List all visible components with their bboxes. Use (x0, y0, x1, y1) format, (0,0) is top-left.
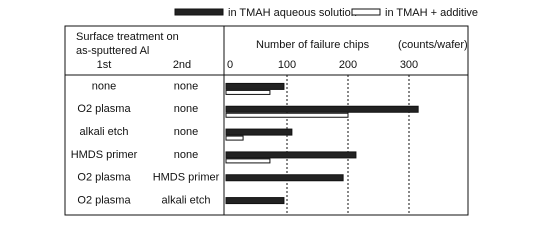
legend-swatch (351, 8, 381, 16)
row-label: none (174, 103, 198, 115)
header-line: as-sputtered Al (76, 45, 149, 57)
header-line: Surface treatment on (76, 31, 179, 43)
bar (225, 158, 271, 164)
bar (225, 174, 344, 182)
legend-label: in TMAH aqueous solution (228, 7, 357, 19)
column-label: 2nd (173, 59, 191, 71)
row-label: none (174, 126, 198, 138)
x-tick-label: 200 (339, 59, 357, 71)
x-tick-label: 0 (227, 59, 233, 71)
row-label: O2 plasma (77, 172, 131, 184)
row-label: O2 plasma (77, 194, 131, 206)
table-frame (64, 25, 469, 216)
row-label: none (174, 149, 198, 161)
bar (225, 82, 285, 90)
bar (225, 197, 285, 205)
row-label: HMDS primer (153, 172, 220, 184)
page: Surface treatment on as-sputtered Al 1st… (64, 6, 479, 216)
legend-label: in TMAH + additive (385, 7, 478, 19)
chart: Surface treatment on as-sputtered Al 1st… (64, 7, 478, 216)
bar (225, 112, 349, 118)
legend-swatch (174, 8, 224, 16)
row-label: HMDS primer (71, 149, 138, 161)
row-label: alkali etch (162, 194, 211, 206)
row-label: none (92, 80, 116, 92)
bar (225, 135, 244, 141)
row-label: O2 plasma (77, 103, 131, 115)
column-label: 1st (97, 59, 112, 71)
x-axis-label: Number of failure chips (256, 39, 370, 51)
row-label: alkali etch (80, 126, 129, 138)
bar (225, 105, 419, 113)
row-label: none (174, 80, 198, 92)
x-tick-label: 100 (278, 59, 296, 71)
bar (225, 89, 271, 95)
x-tick-label: 300 (400, 59, 418, 71)
bar (225, 128, 293, 136)
x-axis-unit: (counts/wafer) (398, 39, 468, 51)
bar (225, 151, 357, 159)
